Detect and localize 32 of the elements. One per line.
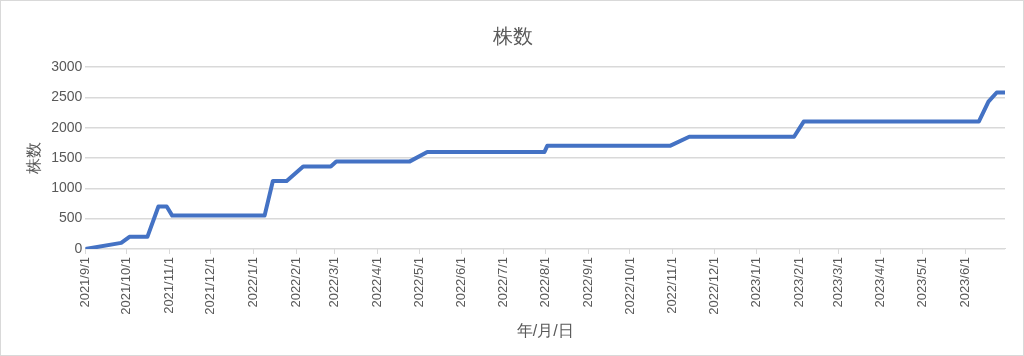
x-tick-label: 2023/6/1 bbox=[956, 256, 972, 308]
y-tick-label: 1500 bbox=[51, 148, 83, 165]
x-tick-label: 2022/8/1 bbox=[537, 256, 553, 308]
x-tick-label: 2022/10/1 bbox=[621, 256, 637, 315]
y-tick-label: 0 bbox=[74, 239, 83, 256]
x-tick-label: 2022/7/1 bbox=[494, 256, 510, 308]
x-tick-label: 2022/2/1 bbox=[287, 256, 303, 308]
x-tick-label: 2021/12/1 bbox=[202, 256, 218, 315]
y-tick-label: 2000 bbox=[51, 118, 83, 135]
x-tick-label: 2022/6/1 bbox=[453, 256, 469, 308]
x-tick-label: 2022/12/1 bbox=[705, 256, 721, 315]
x-tick-label: 2021/9/1 bbox=[76, 256, 92, 308]
x-tick-label: 2023/2/1 bbox=[791, 256, 807, 308]
x-tick-label: 2022/3/1 bbox=[326, 256, 342, 308]
x-tick-label: 2023/4/1 bbox=[872, 256, 888, 308]
x-tick-label: 2022/9/1 bbox=[580, 256, 596, 308]
x-tick-label: 2022/4/1 bbox=[369, 256, 385, 308]
x-tick-label: 2023/3/1 bbox=[829, 256, 845, 308]
y-tick-label: 1000 bbox=[51, 179, 83, 196]
x-tick-label: 2021/10/1 bbox=[118, 256, 134, 315]
y-tick-label: 2500 bbox=[51, 88, 83, 105]
x-axis-title: 年/月/日 bbox=[516, 321, 574, 339]
x-tick-label: 2021/11/1 bbox=[161, 256, 177, 314]
y-tick-label: 500 bbox=[58, 209, 83, 226]
y-tick-label: 3000 bbox=[51, 57, 83, 74]
x-tick-label: 2023/1/1 bbox=[748, 256, 764, 308]
x-tick-label: 2023/5/1 bbox=[913, 256, 929, 308]
x-tick-label: 2022/11/1 bbox=[664, 256, 680, 314]
x-tick-label: 2022/1/1 bbox=[245, 256, 261, 308]
chart-title: 株数 bbox=[492, 24, 533, 47]
x-tick-label: 2022/5/1 bbox=[410, 256, 426, 308]
y-axis-title: 株数 bbox=[25, 141, 43, 175]
